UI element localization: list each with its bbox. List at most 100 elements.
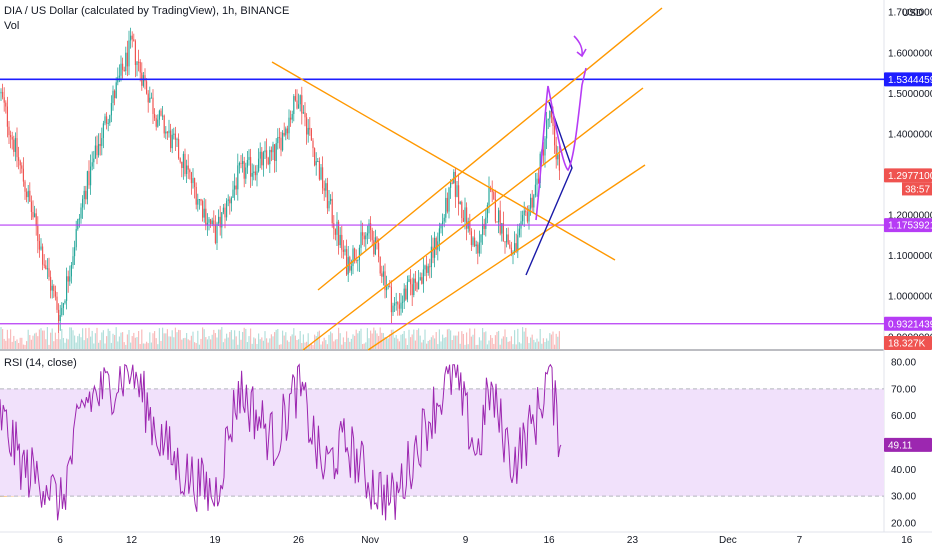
volume-bar xyxy=(61,329,63,349)
candle-body xyxy=(360,232,362,248)
volume-bar xyxy=(493,343,495,349)
candle-body xyxy=(160,110,162,116)
volume-bar xyxy=(461,331,463,349)
candle-body xyxy=(293,96,295,115)
volume-bar xyxy=(80,337,82,349)
rsi-title: RSI (14, close) xyxy=(4,357,77,369)
candle-body xyxy=(224,207,226,218)
volume-bar xyxy=(122,332,124,349)
candle-body xyxy=(104,116,106,124)
volume-bar xyxy=(296,340,298,349)
rsi-tick-label: 40.00 xyxy=(891,465,916,476)
volume-bar xyxy=(35,332,37,349)
volume-bar xyxy=(160,340,162,349)
volume-bar xyxy=(541,343,543,349)
time-tick-label: Nov xyxy=(361,535,379,546)
candle-body xyxy=(269,149,271,165)
volume-bar xyxy=(195,343,197,349)
candle-body xyxy=(499,210,501,234)
candle-body xyxy=(518,228,520,236)
candle-body xyxy=(382,271,384,277)
volume-bar xyxy=(482,327,484,349)
candle-body xyxy=(530,197,532,209)
candle-body xyxy=(525,210,527,213)
candle-body xyxy=(50,276,52,291)
volume-bar xyxy=(258,333,260,349)
candle-body xyxy=(163,115,165,134)
candle-body xyxy=(344,249,346,252)
purple-curve-drawing[interactable] xyxy=(535,67,587,221)
candle-body xyxy=(430,246,432,267)
candle-body xyxy=(227,199,229,201)
candle-body xyxy=(45,265,47,270)
volume-bar xyxy=(344,342,346,349)
candle-body xyxy=(187,165,189,170)
volume-bar xyxy=(405,338,407,349)
candle-body xyxy=(443,217,445,222)
volume-bar xyxy=(2,329,4,349)
channel-middle-line[interactable] xyxy=(302,87,644,351)
volume-bar xyxy=(128,330,130,349)
price-tick-label: 1.7000000 xyxy=(888,8,932,19)
candle-body xyxy=(190,172,192,184)
candle-body xyxy=(286,128,288,134)
candle-body xyxy=(275,143,277,161)
volume-bar xyxy=(269,338,271,349)
purple-arrow-drawing[interactable] xyxy=(573,35,587,58)
volume-bar xyxy=(384,337,386,349)
volume-bar xyxy=(26,341,28,349)
candle-body xyxy=(410,279,412,285)
volume-bar xyxy=(283,335,285,349)
volume-bar xyxy=(242,331,244,349)
price-tick-label: 1.0000000 xyxy=(888,292,932,303)
volume-bar xyxy=(53,341,55,349)
candle-body xyxy=(299,95,301,105)
volume-bar xyxy=(19,337,21,349)
volume-bar xyxy=(38,329,40,349)
candle-body xyxy=(168,130,170,134)
purple-lower-price-tag-bg xyxy=(884,316,932,331)
channel-lower-line[interactable] xyxy=(367,164,646,351)
candle-body xyxy=(240,163,242,165)
volume-bar xyxy=(526,336,528,349)
candle-body xyxy=(83,190,85,199)
descending-trendline[interactable] xyxy=(271,61,616,261)
candle-body xyxy=(246,159,248,168)
volume-bar xyxy=(125,344,127,349)
candle-body xyxy=(478,242,480,254)
candle-body xyxy=(482,223,484,235)
volume-bar xyxy=(320,344,322,349)
candle-body xyxy=(216,223,218,244)
volume-bar xyxy=(365,342,367,349)
channel-upper-line[interactable] xyxy=(317,7,663,291)
volume-bar xyxy=(106,336,108,349)
candle-body xyxy=(355,260,357,262)
candle-body xyxy=(277,137,279,144)
candle-body xyxy=(64,300,66,303)
volume-bar xyxy=(0,327,2,349)
candle-body xyxy=(150,97,152,99)
volume-bar xyxy=(237,344,239,349)
volume-bar xyxy=(469,328,471,349)
blue-triangle-drawing[interactable] xyxy=(525,101,573,276)
candle-body xyxy=(280,137,282,151)
candle-body xyxy=(14,138,16,152)
candle-body xyxy=(245,167,247,179)
last-price-tag-bg xyxy=(884,168,932,183)
candle-body xyxy=(306,117,308,135)
volume-bar xyxy=(522,327,524,349)
volume-bar xyxy=(443,337,445,349)
candle-body xyxy=(462,217,464,222)
volume-bar xyxy=(366,328,368,349)
volume-bar xyxy=(150,342,152,349)
candle-body xyxy=(2,91,4,98)
volume-bar xyxy=(346,331,348,349)
volume-bar xyxy=(533,339,535,349)
time-tick-label: Dec xyxy=(719,535,737,546)
volume-bar xyxy=(280,344,282,349)
candle-body xyxy=(450,182,452,188)
candle-body xyxy=(546,120,548,139)
candle-body xyxy=(235,185,237,190)
